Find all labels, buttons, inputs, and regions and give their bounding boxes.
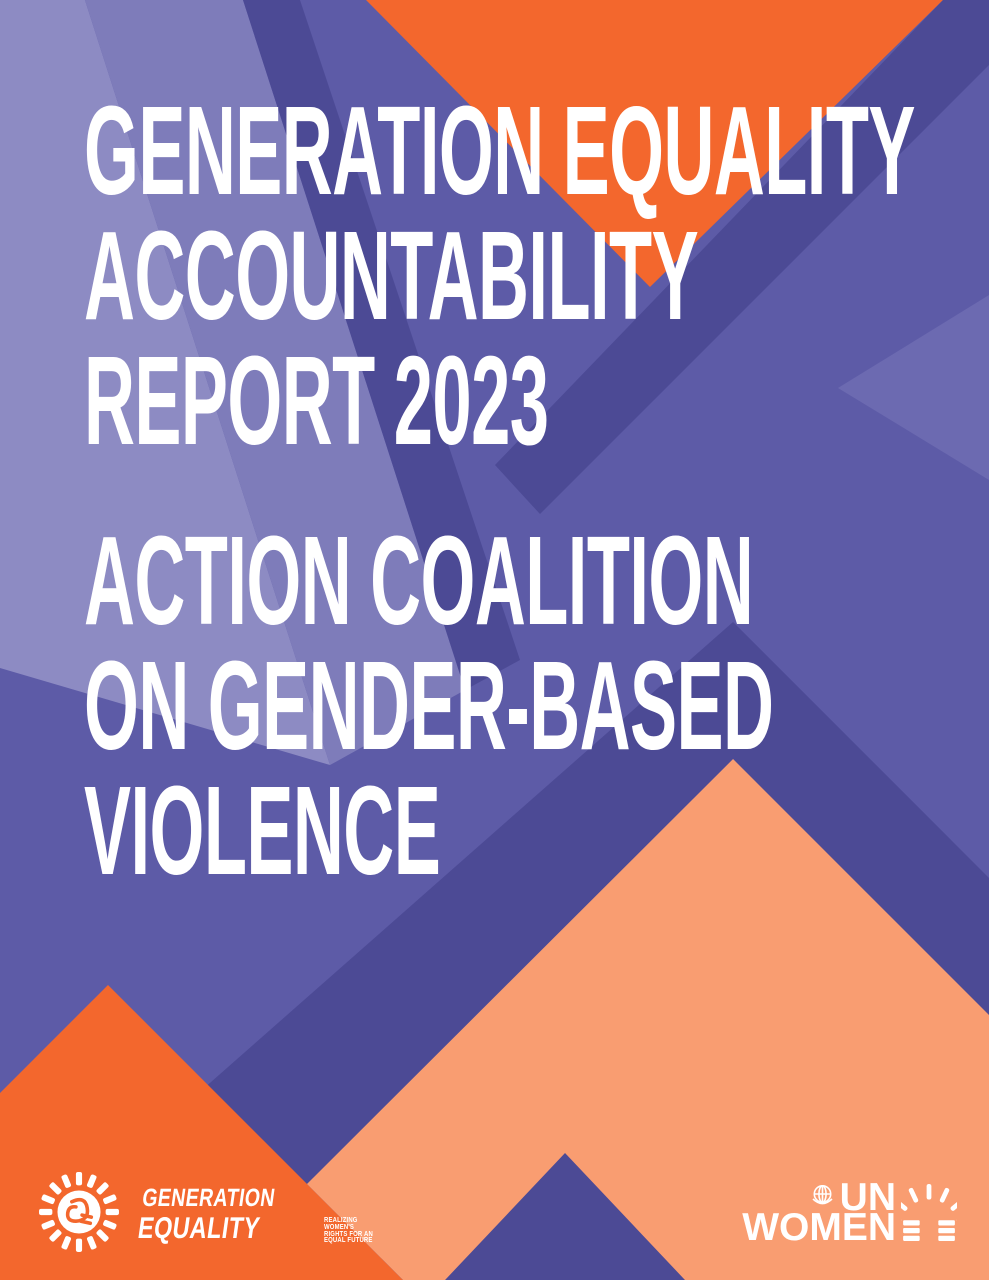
un-emblem-icon (809, 1182, 836, 1214)
report-subtitle-line-3: VIOLENCE (84, 760, 441, 901)
un-women-text-women: WOMEN (742, 1206, 896, 1249)
un-women-logo: UN WOMEN (742, 1176, 973, 1249)
un-women-text-un: UN (839, 1176, 896, 1219)
report-subtitle: ACTION COALITION ON GENDER-BASED VIOLENC… (84, 510, 774, 901)
report-subtitle-line-2: ON GENDER-BASED (84, 635, 774, 776)
tagline-line: WOMEN'S (323, 1223, 354, 1231)
tagline-line: RIGHTS FOR AN (323, 1230, 373, 1238)
generation-equality-wordmark-line-2: EQUALITY (135, 1211, 262, 1245)
tagline-line: REALIZING (323, 1217, 358, 1225)
report-title-line-3: REPORT 2023 (84, 330, 549, 471)
report-title-line-1: GENERATION EQUALITY (84, 80, 915, 221)
generation-equality-wordmark: GENERATION EQUALITY (135, 1183, 277, 1245)
report-subtitle-line-1: ACTION COALITION (84, 510, 754, 651)
generation-equality-tagline: REALIZING WOMEN'S RIGHTS FOR AN EQUAL FU… (324, 1218, 373, 1244)
report-title-line-2: ACCOUNTABILITY (84, 205, 699, 346)
report-title: GENERATION EQUALITY ACCOUNTABILITY REPOR… (84, 80, 915, 471)
tagline-line: EQUAL FUTURE (323, 1237, 373, 1245)
generation-equality-wordmark-line-1: GENERATION (140, 1183, 277, 1212)
generation-equality-sun-icon (38, 1171, 120, 1258)
generation-equality-logo: GENERATION EQUALITY REALIZING WOMEN'S RI… (38, 1171, 381, 1258)
un-women-symbol-icon (885, 1183, 973, 1247)
